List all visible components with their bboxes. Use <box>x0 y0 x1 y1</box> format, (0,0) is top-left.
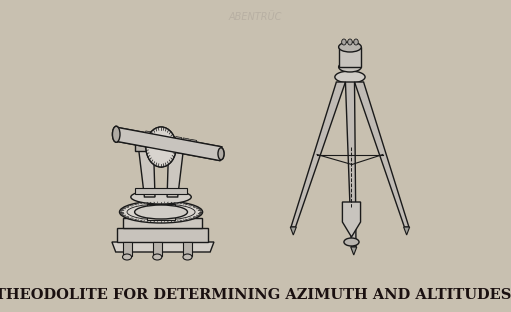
Ellipse shape <box>123 254 131 260</box>
Polygon shape <box>115 127 222 161</box>
Ellipse shape <box>218 148 224 160</box>
Polygon shape <box>351 247 357 255</box>
Bar <box>339 47 361 67</box>
Ellipse shape <box>134 205 188 219</box>
Bar <box>153 242 162 256</box>
Ellipse shape <box>339 62 361 72</box>
Polygon shape <box>291 82 345 227</box>
Bar <box>146 131 152 136</box>
Circle shape <box>347 39 352 45</box>
Bar <box>183 242 192 256</box>
Ellipse shape <box>218 148 224 160</box>
Bar <box>168 135 174 140</box>
Bar <box>190 139 197 144</box>
Text: THEODOLITE FOR DETERMINING AZIMUTH AND ALTITUDES.: THEODOLITE FOR DETERMINING AZIMUTH AND A… <box>0 288 511 302</box>
Ellipse shape <box>112 126 120 142</box>
Circle shape <box>354 39 358 45</box>
Polygon shape <box>342 202 361 237</box>
Polygon shape <box>345 82 356 247</box>
Ellipse shape <box>131 190 191 204</box>
Ellipse shape <box>146 127 176 167</box>
Bar <box>134 143 188 151</box>
Bar <box>183 138 189 143</box>
Ellipse shape <box>339 42 361 52</box>
Circle shape <box>342 39 346 45</box>
Bar <box>123 242 131 256</box>
Ellipse shape <box>112 126 120 142</box>
Ellipse shape <box>344 238 359 246</box>
Bar <box>123 218 202 228</box>
Ellipse shape <box>335 71 365 83</box>
Bar <box>117 228 208 242</box>
Bar <box>153 132 159 137</box>
Bar <box>175 136 182 142</box>
Polygon shape <box>167 147 184 197</box>
Bar <box>134 188 188 194</box>
Polygon shape <box>115 127 222 161</box>
Bar <box>148 204 175 220</box>
Polygon shape <box>138 147 155 197</box>
Polygon shape <box>112 242 214 252</box>
Ellipse shape <box>153 254 162 260</box>
Bar <box>160 134 167 139</box>
Polygon shape <box>355 82 409 227</box>
Text: ABENTRÜC: ABENTRÜC <box>229 12 282 22</box>
Ellipse shape <box>183 254 192 260</box>
Polygon shape <box>290 227 296 235</box>
Polygon shape <box>404 227 410 235</box>
Ellipse shape <box>120 201 203 223</box>
